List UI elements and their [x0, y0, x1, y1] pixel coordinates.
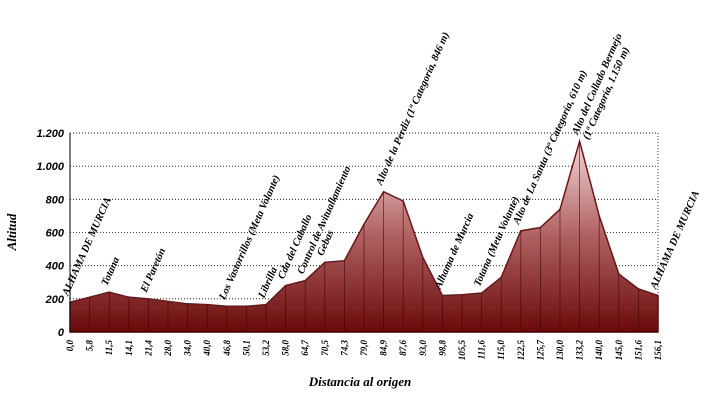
x-tick-label: 125,7 — [535, 340, 545, 361]
annotation: El Paretón — [139, 247, 169, 295]
x-tick-label: 130,0 — [555, 340, 565, 361]
x-tick-label: 21,4 — [143, 340, 153, 357]
x-tick-label: 70,5 — [320, 340, 330, 356]
annotation-line: Totana — [100, 256, 122, 288]
x-axis-label: Distancia al origen — [308, 374, 412, 389]
annotation-line: Alhama de Murcia — [433, 212, 477, 292]
x-tick-label: 133,2 — [575, 340, 585, 361]
annotation-line: Alto de la Perdiz (1ª Categoría, 846 m) — [374, 31, 452, 188]
x-tick-label: 53,2 — [261, 340, 271, 356]
x-tick-label: 50,1 — [241, 340, 251, 356]
x-tick-label: 122,5 — [516, 340, 526, 361]
x-tick-label: 84,9 — [379, 340, 389, 356]
x-tick-label: 105,5 — [457, 340, 467, 361]
x-tick-label: 58,0 — [281, 340, 291, 356]
annotation: Alhama de Murcia — [433, 212, 477, 292]
y-tick-label: 800 — [46, 194, 65, 206]
x-tick-label: 34,0 — [183, 340, 193, 357]
y-tick-label: 1.200 — [36, 128, 64, 140]
annotation-line: ALHAMA DE MURCIA — [648, 189, 702, 291]
x-tick-label: 14,1 — [124, 340, 134, 356]
x-tick-label: 46,8 — [222, 340, 232, 357]
x-tick-label: 98,8 — [437, 340, 447, 356]
x-tick-label: 93,0 — [418, 340, 428, 356]
y-axis-label: Altitud — [4, 213, 19, 251]
x-tick-label: 87,6 — [398, 340, 408, 356]
annotation: Alto de la Perdiz (1ª Categoría, 846 m) — [374, 31, 452, 188]
x-tick-label: 140,0 — [594, 340, 604, 361]
x-tick-label: 111,6 — [477, 340, 487, 360]
y-tick-label: 200 — [45, 294, 65, 306]
x-tick-label: 156,1 — [653, 340, 663, 360]
x-tick-label: 115,0 — [496, 340, 506, 360]
x-tick-label: 145,0 — [614, 340, 624, 361]
y-tick-label: 400 — [45, 261, 65, 273]
x-tick-label: 74,3 — [339, 340, 349, 356]
x-tick-label: 151,6 — [633, 340, 643, 361]
x-tick-label: 79,0 — [359, 340, 369, 356]
annotation: Totana — [100, 256, 122, 288]
y-tick-label: 0 — [58, 327, 65, 339]
x-tick-label: 40,0 — [202, 340, 212, 357]
x-tick-label: 11,5 — [104, 340, 114, 356]
annotation: ALHAMA DE MURCIA — [648, 189, 702, 291]
x-tick-label: 64,7 — [300, 340, 310, 356]
annotation-line: El Paretón — [139, 247, 169, 295]
y-tick-label: 600 — [46, 228, 65, 240]
x-tick-label: 0,0 — [65, 340, 75, 352]
y-tick-label: 1.000 — [36, 161, 64, 173]
x-tick-label: 28,0 — [163, 340, 173, 357]
x-tick-label: 5,8 — [85, 340, 95, 352]
